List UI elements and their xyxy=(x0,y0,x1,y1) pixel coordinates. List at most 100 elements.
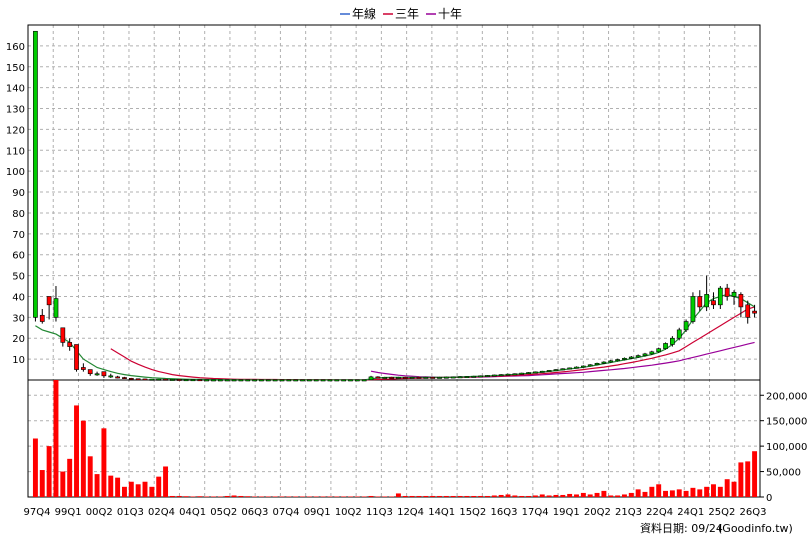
candle-body xyxy=(430,376,436,379)
candle-body xyxy=(67,342,73,347)
candle xyxy=(416,376,422,379)
volume-bar xyxy=(183,496,189,497)
candle-body xyxy=(81,367,86,370)
volume-bar xyxy=(526,495,532,497)
volume-bar xyxy=(738,462,744,497)
candle xyxy=(231,379,237,382)
candle xyxy=(300,379,305,382)
volume-bar xyxy=(293,496,299,497)
candle-body xyxy=(574,366,579,369)
volume-bar xyxy=(348,496,353,497)
candle-body xyxy=(738,294,744,308)
candle-body xyxy=(622,357,627,360)
price-tick-label: 140 xyxy=(6,84,25,95)
candle xyxy=(676,327,682,341)
candle-body xyxy=(539,370,545,373)
candle-body xyxy=(252,379,257,382)
candle-body xyxy=(368,376,374,381)
volume-bar xyxy=(752,451,758,497)
candle-body xyxy=(471,375,477,378)
candle-body xyxy=(704,294,709,308)
volume-bar xyxy=(478,495,484,497)
candle-body xyxy=(519,372,525,375)
candle xyxy=(115,375,120,379)
price-tick-label: 50 xyxy=(12,272,25,283)
x-axis-ticks: 97Q4 99Q1 00Q2 01Q3 02Q4 04Q1 05Q2 06Q3 07Q4 09Q1… xyxy=(24,507,767,518)
volume-bar xyxy=(101,428,107,497)
candle xyxy=(245,379,251,382)
volume-bar xyxy=(471,495,477,497)
candle-body xyxy=(327,379,333,382)
candle xyxy=(553,369,559,372)
candle-body xyxy=(224,379,230,382)
candle-body xyxy=(437,376,442,379)
candle xyxy=(546,369,552,372)
volume-bar xyxy=(484,495,490,497)
candle-body xyxy=(450,376,456,379)
candle-body xyxy=(183,379,189,382)
volume-bar xyxy=(621,494,627,497)
candle-body xyxy=(546,370,552,372)
candle xyxy=(745,300,751,324)
candle-body xyxy=(149,378,155,381)
x-tick-label: 15Q2 xyxy=(459,507,486,518)
candle xyxy=(375,376,381,379)
candle xyxy=(670,336,675,347)
x-tick-label: 14Q1 xyxy=(428,507,455,518)
candle xyxy=(94,371,100,376)
x-tick-label: 07Q4 xyxy=(273,507,300,518)
volume-bar xyxy=(690,487,696,497)
candle-body xyxy=(74,344,79,370)
candle-body xyxy=(656,348,662,353)
legend-label: 三年 xyxy=(395,7,419,21)
candle xyxy=(505,373,511,376)
volume-bar xyxy=(156,476,162,497)
x-tick-label: 19Q1 xyxy=(553,507,580,518)
volume-bar xyxy=(704,486,710,497)
candle xyxy=(279,379,285,382)
x-tick-label: 99Q1 xyxy=(55,507,82,518)
price-tick-label: 40 xyxy=(12,292,25,303)
volume-bar xyxy=(437,495,442,497)
candle-body xyxy=(163,378,168,381)
candle-body xyxy=(676,329,682,339)
legend: 年線 三年 十年 xyxy=(340,6,462,21)
candle xyxy=(204,379,210,382)
x-tick-label: 22Q4 xyxy=(646,507,673,518)
candle xyxy=(33,30,38,322)
price-panel-frame xyxy=(27,24,761,381)
candle-body xyxy=(39,314,45,322)
candle-body xyxy=(245,379,251,382)
price-tick-label: 20 xyxy=(12,334,25,345)
candle-body xyxy=(697,296,703,308)
price-tick-label: 60 xyxy=(12,251,25,262)
volume-bar xyxy=(32,438,38,497)
candle xyxy=(389,376,394,379)
candle xyxy=(307,379,312,382)
candle xyxy=(491,374,497,377)
candle xyxy=(183,379,189,382)
candle xyxy=(87,369,93,376)
candle xyxy=(252,379,257,382)
candle-body xyxy=(608,360,614,363)
candle xyxy=(348,379,353,382)
candle xyxy=(163,378,168,381)
volume-bar xyxy=(67,458,73,497)
volume-bar xyxy=(94,474,100,497)
volume-bar xyxy=(717,486,723,497)
candle xyxy=(649,350,655,355)
volume-bar xyxy=(676,489,682,497)
volume-bar xyxy=(190,496,196,497)
x-tick-label: 20Q2 xyxy=(584,507,611,518)
candle-body xyxy=(204,379,210,382)
candle-body xyxy=(587,364,593,367)
volume-bar xyxy=(457,495,463,497)
volume-bar xyxy=(649,486,655,497)
candle-body xyxy=(567,367,573,370)
candle xyxy=(622,357,627,361)
volume-bar xyxy=(443,495,449,497)
candle-body xyxy=(505,373,511,376)
candle xyxy=(313,379,319,382)
candle-body xyxy=(320,379,326,382)
